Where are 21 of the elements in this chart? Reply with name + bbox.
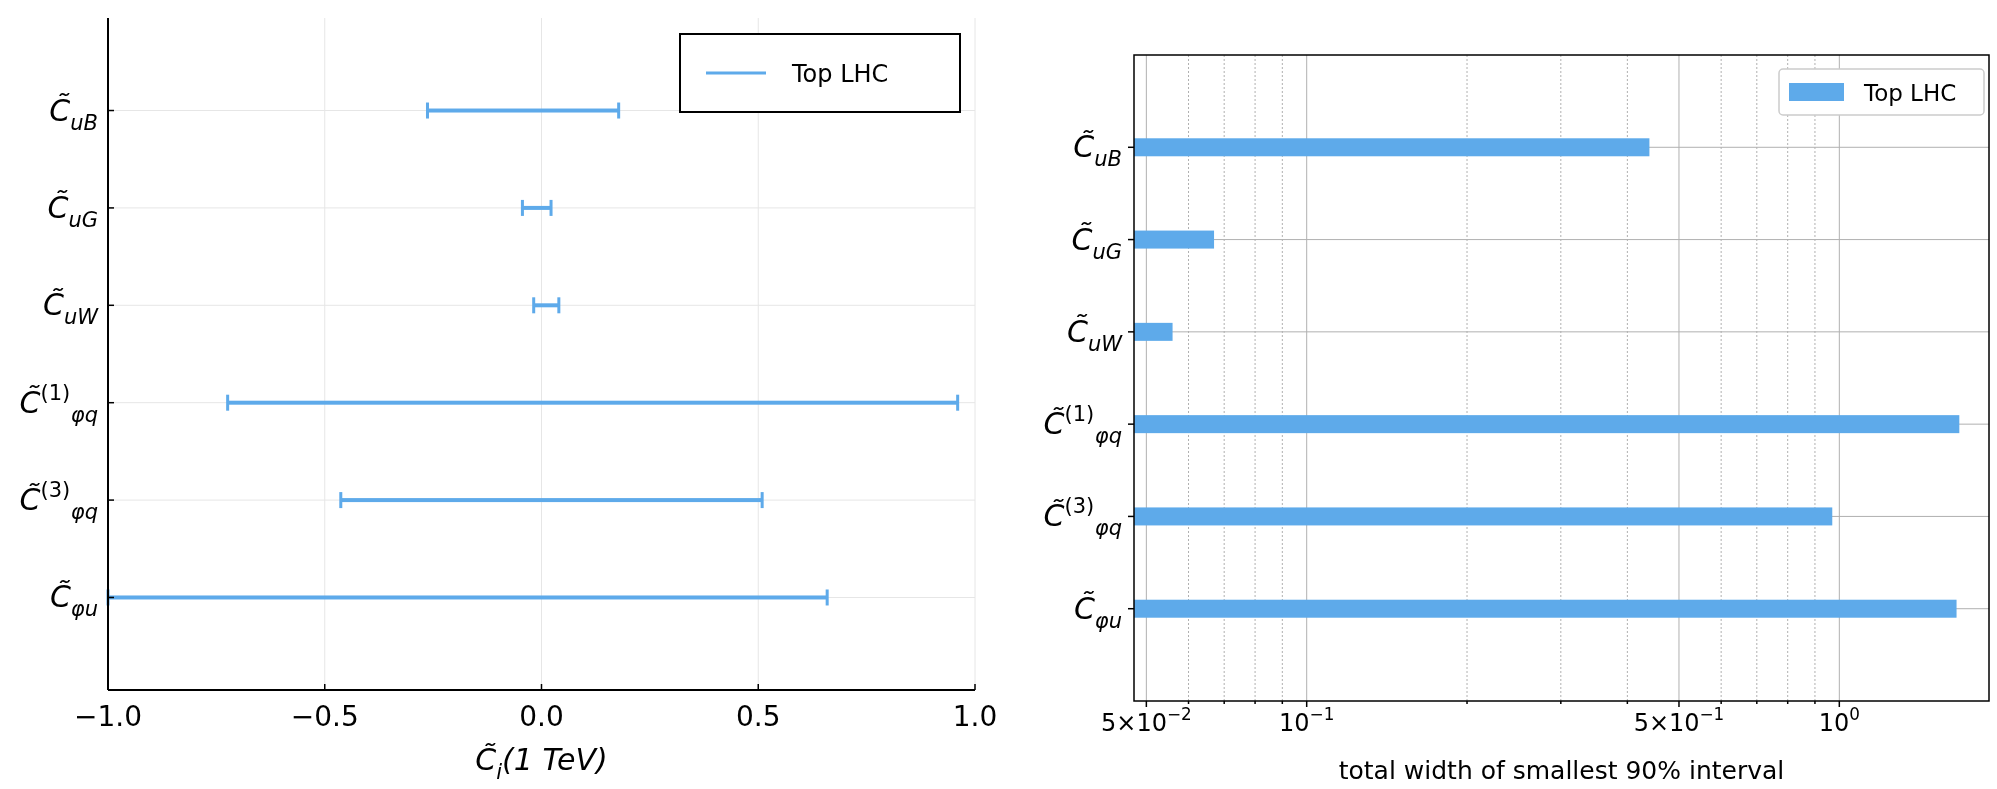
legend-label: Top LHC xyxy=(791,60,889,88)
x-axis-title: total width of smallest 90% interval xyxy=(1338,756,1785,785)
x-tick-label: 0.5 xyxy=(735,700,781,733)
y-tick-label: C̃$_{uB}$ xyxy=(1073,129,1122,172)
y-tick-label: C̃$_{φu}$ xyxy=(49,579,98,622)
legend-label: Top LHC xyxy=(1863,80,1957,106)
x-tick-label: 1.0 xyxy=(952,700,998,733)
y-tick-label: C̃$_{uW}$ xyxy=(42,287,100,330)
y-tick-label: C̃$_{uB}$ xyxy=(49,92,98,135)
x-tick-label: 0.0 xyxy=(519,700,564,733)
x-tick-label: 10$^{−1}$ xyxy=(1279,704,1335,737)
x-tick-label: 10$^{0}$ xyxy=(1818,704,1860,737)
x-tick-label: 5×10$^{−2}$ xyxy=(1101,704,1192,737)
y-tick-label: C̃$_{uG}$ xyxy=(1071,221,1122,264)
x-axis-title: C̃$_{i}$(1 TeV) xyxy=(475,742,608,784)
x-tick-label: −0.5 xyxy=(290,700,359,733)
x-tick-label: −1.0 xyxy=(74,700,142,733)
x-tick-label: 5×10$^{−1}$ xyxy=(1633,704,1725,737)
y-tick-label: C̃$_{uG}$ xyxy=(47,189,98,232)
y-tick-label: C̃$_{uW}$ xyxy=(1066,313,1124,356)
y-tick-label: C̃$_{φu}$ xyxy=(1073,590,1122,633)
